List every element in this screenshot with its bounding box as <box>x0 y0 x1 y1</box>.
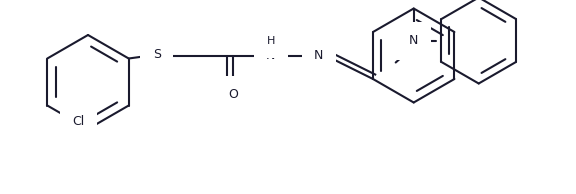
Text: N: N <box>266 49 275 62</box>
Text: S: S <box>153 48 161 61</box>
Text: O: O <box>228 88 238 101</box>
Text: H: H <box>267 36 275 47</box>
Text: N: N <box>314 49 323 62</box>
Text: Cl: Cl <box>73 115 85 128</box>
Text: N: N <box>409 34 418 47</box>
